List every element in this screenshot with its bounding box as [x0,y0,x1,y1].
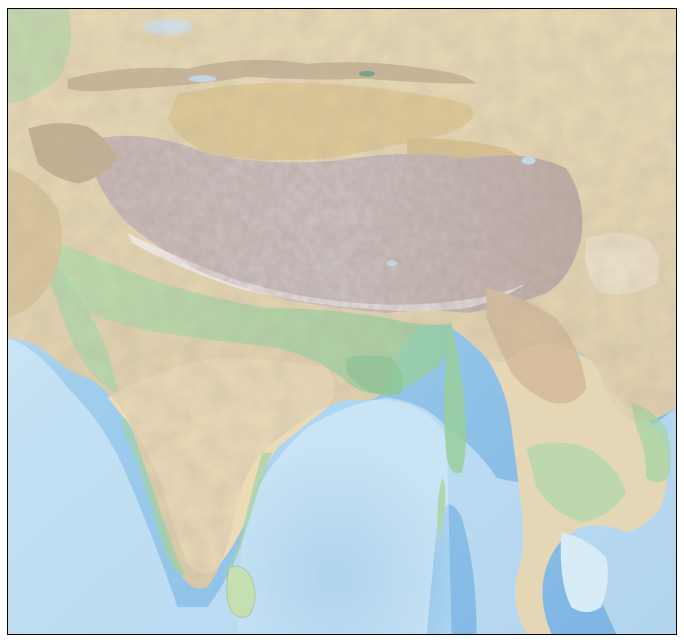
shaded-relief-map[interactable] [8,9,676,634]
continental-shelf [8,337,676,634]
andaman-islands [437,477,446,543]
sri-lanka [226,565,256,618]
eastern-coast [222,452,273,576]
map-frame[interactable] [7,8,677,635]
chao-phraya-lowlands [526,442,627,523]
terrain-texture [8,9,676,589]
gulf-of-thailand [560,532,608,613]
vietnam-coast [631,402,671,483]
map-wash [8,9,676,634]
irrawaddy-valley [444,327,467,474]
